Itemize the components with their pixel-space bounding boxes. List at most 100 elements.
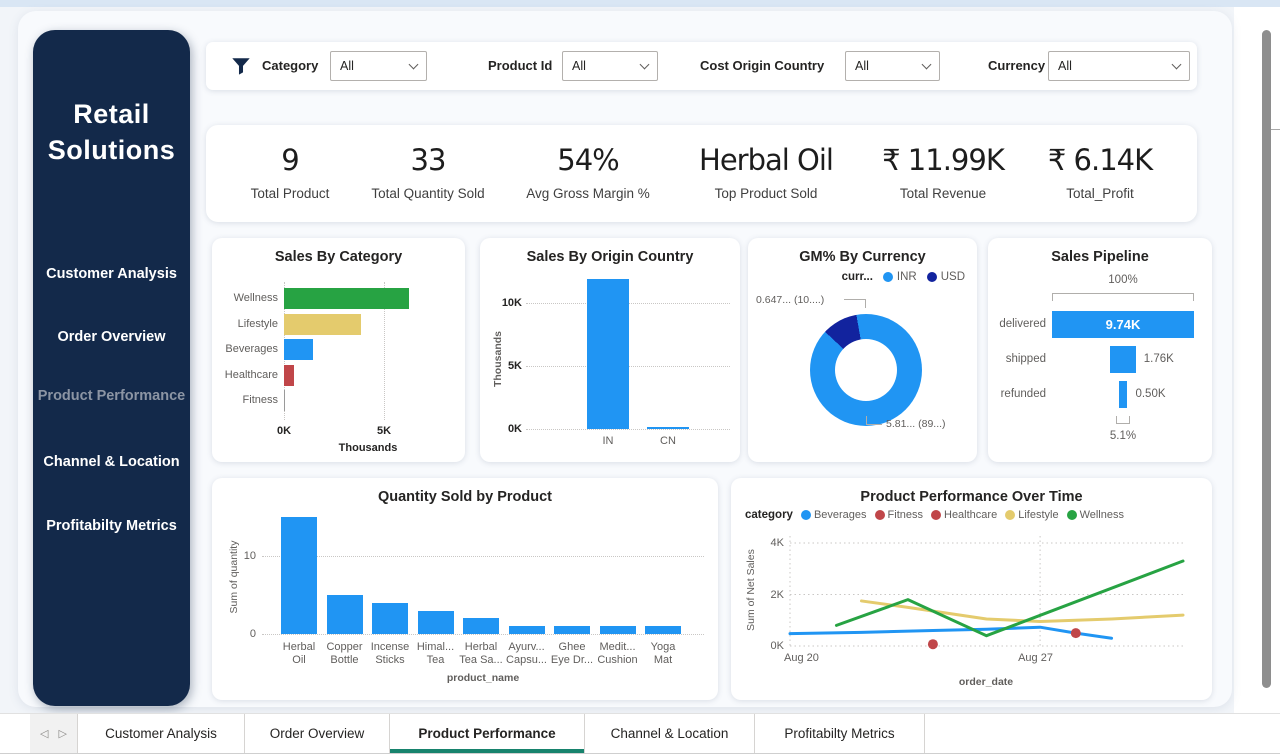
category-label: Wellness	[216, 292, 278, 304]
tab-product-performance[interactable]: Product Performance	[390, 714, 585, 753]
bar-cn[interactable]	[647, 427, 689, 429]
bar-in[interactable]	[587, 279, 629, 429]
legend-item-inr[interactable]: INR	[897, 271, 917, 283]
line-series-wellness[interactable]	[836, 561, 1183, 636]
filter-dropdown-cost-origin-country[interactable]: All	[845, 51, 940, 81]
x-axis-tick: Himal...Tea	[410, 641, 462, 667]
y-axis-tick: 0K	[496, 423, 522, 435]
bottom-bracket	[1116, 423, 1130, 424]
funnel-bar-refunded[interactable]	[1119, 381, 1128, 408]
top-strip	[0, 0, 1280, 7]
label-connector	[866, 416, 882, 425]
filter-dropdown-currency[interactable]: All	[1048, 51, 1190, 81]
legend-item-usd[interactable]: USD	[941, 271, 965, 283]
funnel-bar-delivered[interactable]: 9.74K	[1052, 311, 1194, 338]
bar-incense-sticks[interactable]	[372, 603, 408, 634]
legend-item-fitness[interactable]: Fitness	[888, 509, 923, 521]
scrollbar-thumb[interactable]	[1262, 30, 1271, 688]
label-connector	[844, 299, 866, 308]
sidebar-item-customer-analysis[interactable]: Customer Analysis	[33, 266, 190, 282]
sidebar-item-profitabilty-metrics[interactable]: Profitabilty Metrics	[33, 518, 190, 534]
chart-sales-pipeline: Sales Pipeline 100%delivered9.74Kshipped…	[988, 238, 1212, 462]
bar-ghee-eye-dr[interactable]	[554, 626, 590, 634]
slice-label-inr: 5.81... (89...)	[886, 418, 946, 430]
legend-item-lifestyle[interactable]: Lifestyle	[1018, 509, 1058, 521]
page-edge-marker	[1271, 129, 1280, 130]
bar-fitness[interactable]	[284, 390, 285, 411]
line-series-beverages[interactable]	[790, 627, 1112, 638]
bar-herbal-tea-sa[interactable]	[463, 618, 499, 634]
x-axis-tick: YogaMat	[637, 641, 689, 667]
line-plot-area[interactable]	[790, 536, 1190, 650]
stage-label-delivered: delivered	[988, 318, 1046, 330]
stage-label-refunded: refunded	[988, 388, 1046, 400]
sidebar-item-product-performance[interactable]: Product Performance	[33, 388, 190, 404]
data-point-fitness[interactable]	[928, 639, 938, 649]
filter-dropdown-category[interactable]: All	[330, 51, 427, 81]
bar-himal-tea[interactable]	[418, 611, 454, 634]
funnel-value-refunded: 0.50K	[1135, 388, 1165, 400]
dropdown-value: All	[340, 59, 354, 73]
y-axis-title: Sum of Net Sales	[745, 535, 757, 645]
bar-ayurv-capsu[interactable]	[509, 626, 545, 634]
tab-channel-location[interactable]: Channel & Location	[585, 714, 755, 753]
legend-dot-lifestyle	[1005, 510, 1015, 520]
x-axis-tick: IN	[588, 435, 628, 448]
funnel-bar-shipped[interactable]	[1110, 346, 1136, 373]
data-point-healthcare[interactable]	[1071, 628, 1081, 638]
app-title: Retail Solutions	[33, 30, 190, 168]
bar-medit-cushion[interactable]	[600, 626, 636, 634]
app-title-line2: Solutions	[33, 132, 190, 168]
filter-dropdown-product-id[interactable]: All	[562, 51, 658, 81]
x-axis-tick: CN	[648, 435, 688, 448]
x-axis-tick: CopperBottle	[319, 641, 371, 667]
kpi-value: 33	[371, 143, 484, 177]
chevron-down-icon	[1172, 60, 1182, 70]
sidebar: Retail Solutions Customer Analysis Order …	[33, 30, 190, 706]
chart-legend: categoryBeveragesFitnessHealthcareLifest…	[745, 509, 1124, 521]
filter-label-currency: Currency	[988, 58, 1045, 73]
next-page-icon[interactable]: ▷	[59, 727, 67, 740]
tab-customer-analysis[interactable]: Customer Analysis	[77, 714, 245, 753]
tab-profitabilty-metrics[interactable]: Profitabilty Metrics	[755, 714, 925, 753]
x-axis-tick: 0K	[272, 425, 296, 437]
filter-label-product-id: Product Id	[488, 58, 552, 73]
bar-yoga-mat[interactable]	[645, 626, 681, 634]
bar-herbal-oil[interactable]	[281, 517, 317, 634]
legend-item-healthcare[interactable]: Healthcare	[944, 509, 997, 521]
x-axis-tick: IncenseSticks	[364, 641, 416, 667]
bar-copper-bottle[interactable]	[327, 595, 363, 634]
sidebar-item-channel-location[interactable]: Channel & Location	[33, 454, 190, 470]
y-axis-title: Sum of quantity	[228, 522, 240, 632]
top-bracket	[1052, 293, 1194, 294]
x-axis-tick: Aug 20	[784, 652, 819, 664]
chart-sales-by-origin-country: Sales By Origin Country 10K5K0KINCNThous…	[480, 238, 740, 462]
legend-item-wellness[interactable]: Wellness	[1080, 509, 1124, 521]
bar-healthcare[interactable]	[284, 365, 294, 386]
x-axis-tick: GheeEye Dr...	[546, 641, 598, 667]
kpi-label: Total_Profit	[1048, 186, 1152, 201]
donut-ring[interactable]	[810, 314, 922, 426]
x-axis-title: Thousands	[328, 442, 408, 454]
category-label: Beverages	[216, 343, 278, 355]
bar-beverages[interactable]	[284, 339, 313, 360]
tab-order-overview[interactable]: Order Overview	[245, 714, 390, 753]
legend-item-beverages[interactable]: Beverages	[814, 509, 867, 521]
kpi-label: Top Product Sold	[699, 186, 833, 201]
kpi-label: Avg Gross Margin %	[526, 186, 650, 201]
x-tick-line: Himal...	[410, 641, 462, 654]
x-tick-line: Capsu...	[501, 654, 553, 667]
bar-wellness[interactable]	[284, 288, 409, 309]
sidebar-item-order-overview[interactable]: Order Overview	[33, 329, 190, 345]
kpi-total-revenue: ₹ 11.99KTotal Revenue	[882, 143, 1004, 201]
prev-page-icon[interactable]: ◁	[40, 727, 48, 740]
funnel-top-label: 100%	[1052, 274, 1194, 286]
x-axis-tick: HerbalOil	[273, 641, 325, 667]
chart-legend: curr...INRUSD	[842, 271, 965, 283]
bar-lifestyle[interactable]	[284, 314, 361, 335]
line-series-lifestyle[interactable]	[861, 601, 1183, 622]
kpi-top-product-sold: Herbal OilTop Product Sold	[699, 143, 833, 201]
x-tick-line: Cushion	[592, 654, 644, 667]
app-title-line1: Retail	[33, 96, 190, 132]
funnel-value-shipped: 1.76K	[1144, 353, 1174, 365]
